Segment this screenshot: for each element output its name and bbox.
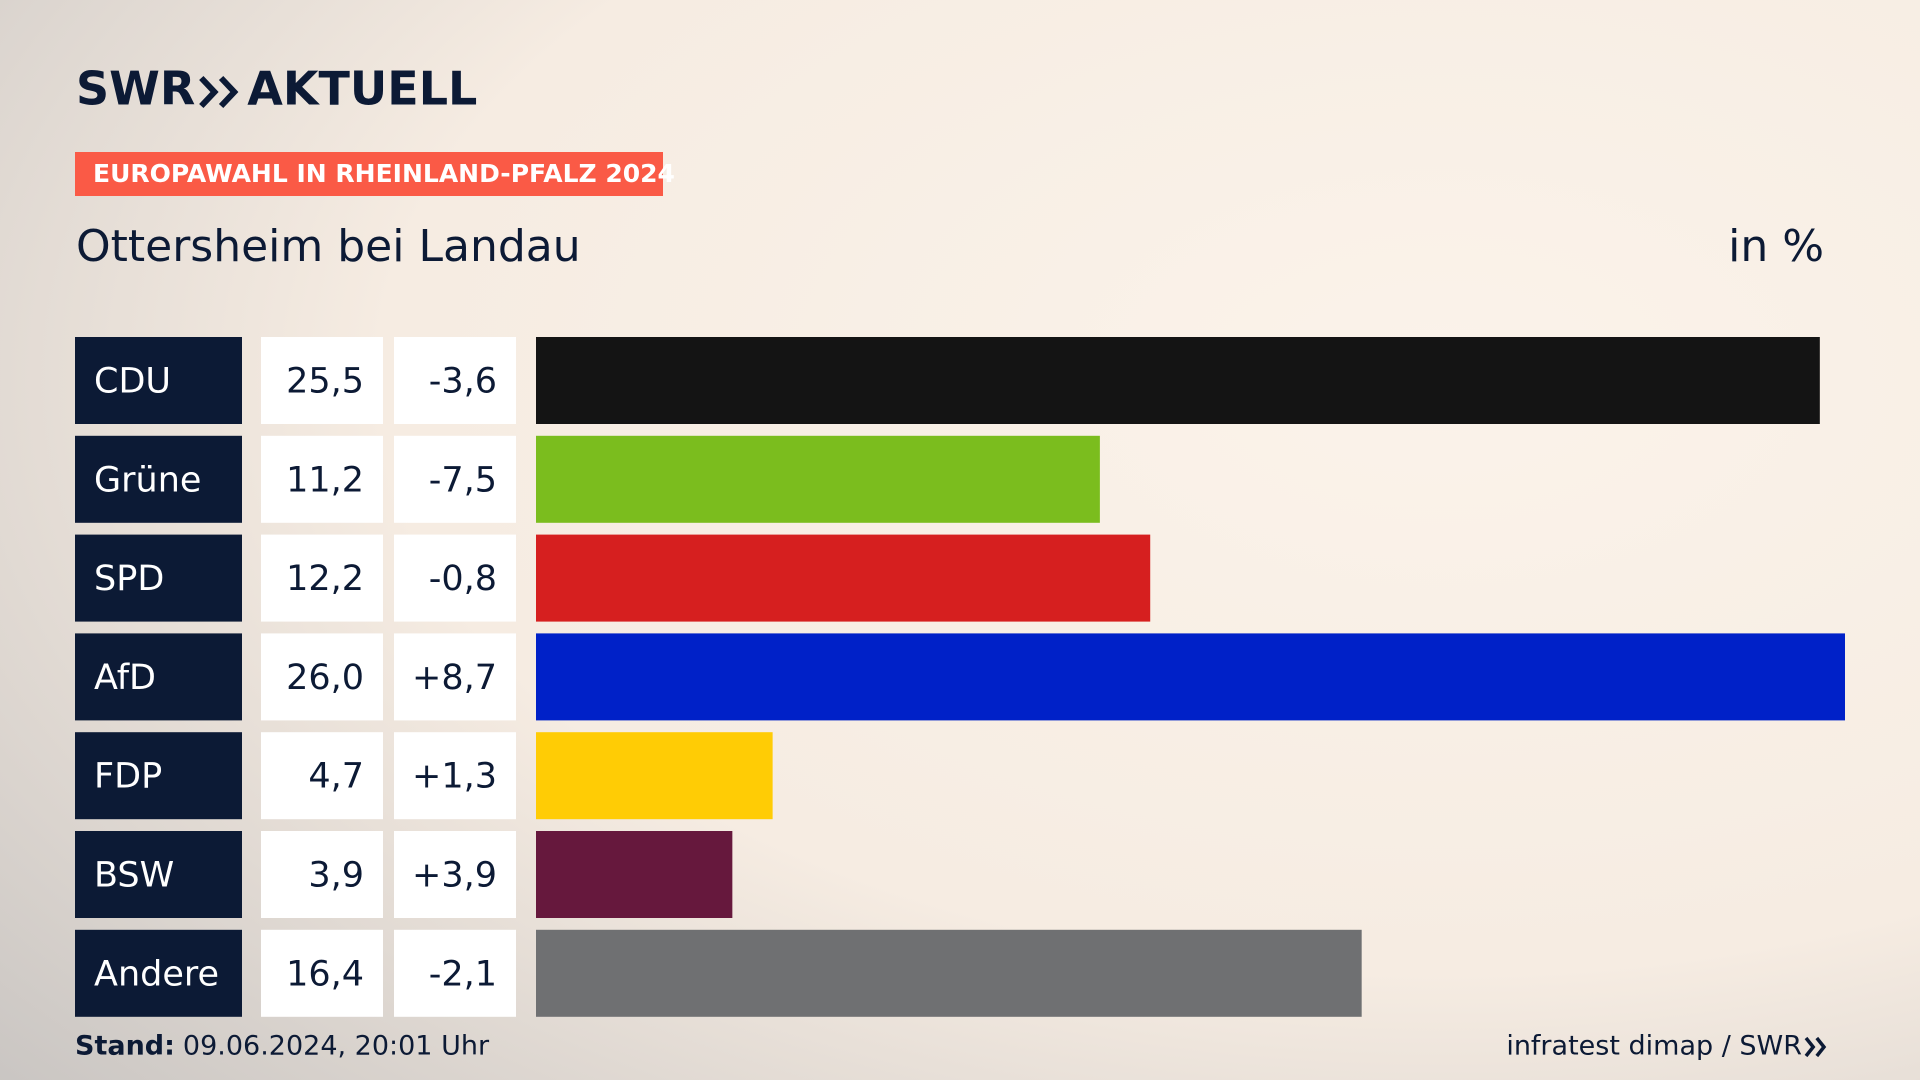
chart-title: EUROPAWAHL IN RHEINLAND-PFALZ 2024 xyxy=(93,159,675,188)
change-label: -0,8 xyxy=(429,559,497,599)
chevron xyxy=(218,75,239,109)
party-label: SPD xyxy=(94,559,164,599)
value-box xyxy=(261,534,383,622)
value-label: 4,7 xyxy=(308,757,364,797)
value-label: 11,2 xyxy=(286,460,364,500)
value-label: 26,0 xyxy=(286,658,364,698)
party-box xyxy=(75,534,242,622)
party-label: BSW xyxy=(94,856,174,896)
bar xyxy=(536,633,1845,721)
change-label: -3,6 xyxy=(429,362,497,402)
stand: 09.06.2024, 20:01 Uhr xyxy=(183,1031,490,1062)
logo-chevrons xyxy=(199,75,239,109)
change-label: -2,1 xyxy=(429,954,497,994)
value-box xyxy=(261,929,383,1017)
bar xyxy=(536,534,1151,622)
change-label: +3,9 xyxy=(412,856,497,896)
banner xyxy=(75,152,663,196)
change-box xyxy=(394,831,516,918)
party-box xyxy=(75,732,242,820)
party-label: Grüne xyxy=(94,460,201,500)
source: infratest dimap / SWR xyxy=(1506,1031,1802,1062)
bar xyxy=(536,732,773,820)
party-box xyxy=(75,337,242,424)
stand-label: Stand: xyxy=(75,1031,175,1062)
party-label: FDP xyxy=(94,757,162,797)
bar xyxy=(536,435,1100,523)
bar xyxy=(536,929,1362,1017)
party-label: AfD xyxy=(94,658,156,698)
value-box xyxy=(261,337,383,424)
party-label: Andere xyxy=(94,954,219,994)
change-label: +1,3 xyxy=(412,757,497,797)
change-label: -7,5 xyxy=(429,460,497,500)
change-box xyxy=(394,337,516,424)
bar xyxy=(536,337,1820,424)
chevron xyxy=(199,75,219,109)
value-box xyxy=(261,732,383,820)
source-chevrons xyxy=(1804,1036,1827,1058)
chevron xyxy=(1804,1036,1816,1058)
change-box xyxy=(394,929,516,1017)
value-label: 12,2 xyxy=(286,559,364,599)
value-box xyxy=(261,831,383,918)
subtitle: Ottersheim bei Landau xyxy=(76,221,581,272)
value-box xyxy=(261,633,383,721)
change-box xyxy=(394,732,516,820)
value-label: 3,9 xyxy=(308,856,364,896)
chevron xyxy=(1815,1036,1827,1058)
party-box xyxy=(75,831,242,918)
value-label: 16,4 xyxy=(286,954,364,994)
change-box xyxy=(394,435,516,523)
change-label: +8,7 xyxy=(412,658,497,698)
logo-suffix: AKTUELL xyxy=(247,62,477,116)
value-label: 25,5 xyxy=(286,362,364,402)
party-box xyxy=(75,633,242,721)
unit: in % xyxy=(1728,221,1824,272)
party-box xyxy=(75,929,242,1017)
party-label: CDU xyxy=(94,362,171,402)
logo: SWR xyxy=(76,62,195,116)
bar xyxy=(536,831,733,918)
change-box xyxy=(394,633,516,721)
change-box xyxy=(394,534,516,622)
party-box xyxy=(75,435,242,523)
value-box xyxy=(261,435,383,523)
